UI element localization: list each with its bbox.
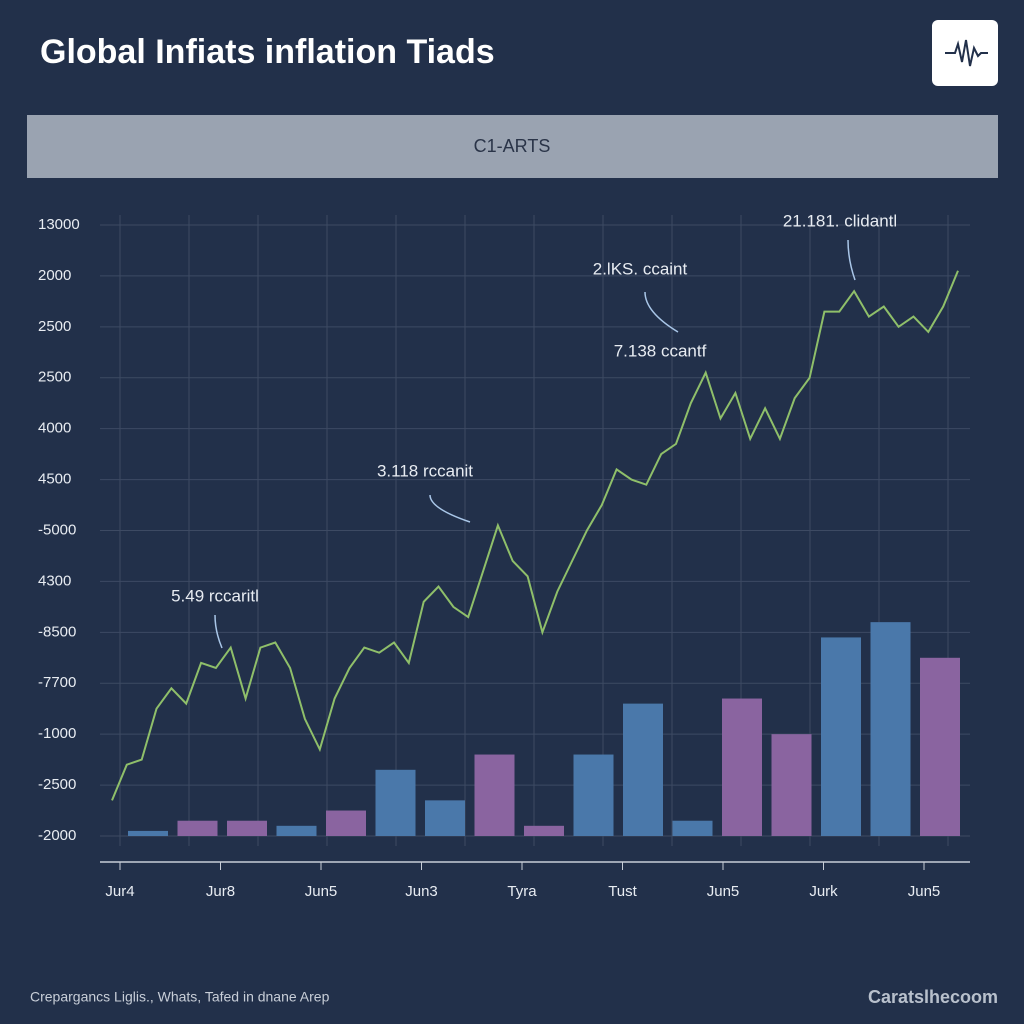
- banner: [27, 115, 998, 178]
- bar: [276, 825, 317, 836]
- chart-title: Global Infiats inflation Tiads: [40, 33, 495, 71]
- y-tick-label: -1000: [38, 725, 76, 742]
- bar: [672, 820, 713, 836]
- x-tick-label: Tust: [608, 883, 637, 900]
- y-tick-label: 4300: [38, 572, 71, 589]
- x-tick-label: Jun5: [908, 883, 941, 900]
- bar: [623, 703, 663, 836]
- x-tick-label: Jun5: [707, 883, 740, 900]
- bar: [474, 754, 515, 836]
- x-tick-label: Jun5: [305, 883, 338, 900]
- annotation: 5.49 rccaritl: [171, 586, 259, 605]
- y-tick-label: 2500: [38, 369, 71, 386]
- y-tick-label: 4500: [38, 471, 71, 488]
- annotation: 2.lKS. ccaint: [593, 259, 688, 278]
- bar: [920, 657, 960, 836]
- y-tick-label: -8500: [38, 623, 76, 640]
- y-tick-label: 13000: [38, 216, 80, 233]
- icon-wave: [945, 39, 988, 67]
- line: [111, 270, 959, 801]
- x-tick-label: Jun3: [405, 883, 438, 900]
- annotation: 21.181. clidantl: [783, 211, 897, 230]
- annotation-arrow: [847, 239, 856, 281]
- y-tick-label: -2000: [38, 827, 76, 844]
- y-tick-label: 2500: [38, 318, 71, 335]
- bar: [227, 820, 267, 836]
- source: Caratslhecoom: [868, 987, 998, 1007]
- footnote: Crepargancs Liglis., Whats, Tafed in dna…: [30, 989, 330, 1005]
- bar: [425, 800, 465, 836]
- bar: [870, 622, 911, 836]
- annotation-arrow: [429, 494, 471, 523]
- bar: [326, 810, 366, 836]
- annotation-arrow: [214, 614, 223, 649]
- x-tick-label: Jur8: [206, 883, 235, 900]
- app-icon[interactable]: [932, 20, 998, 86]
- bar: [573, 754, 614, 836]
- x-tick-label: Jur4: [105, 883, 134, 900]
- bar: [722, 698, 762, 836]
- y-tick-label: -7700: [38, 674, 76, 691]
- bar: [524, 825, 564, 836]
- y-tick-label: -2500: [38, 776, 76, 793]
- bar: [177, 820, 218, 836]
- annotation-arrow: [644, 291, 679, 333]
- y-tick-label: 4000: [38, 420, 71, 437]
- x-tick-label: Jurk: [809, 883, 838, 900]
- x-tick-label: Tyra: [507, 883, 537, 900]
- annotation: 3.118 rccanit: [377, 461, 473, 480]
- bar: [821, 637, 861, 836]
- y-tick-label: -5000: [38, 521, 76, 538]
- bar: [128, 830, 168, 836]
- annotation: 7.138 ccantf: [614, 341, 707, 360]
- y-tick-label: 2000: [38, 267, 71, 284]
- chart-subtitle: C1-ARTS: [474, 136, 551, 156]
- bar: [771, 734, 812, 836]
- bar: [375, 769, 416, 836]
